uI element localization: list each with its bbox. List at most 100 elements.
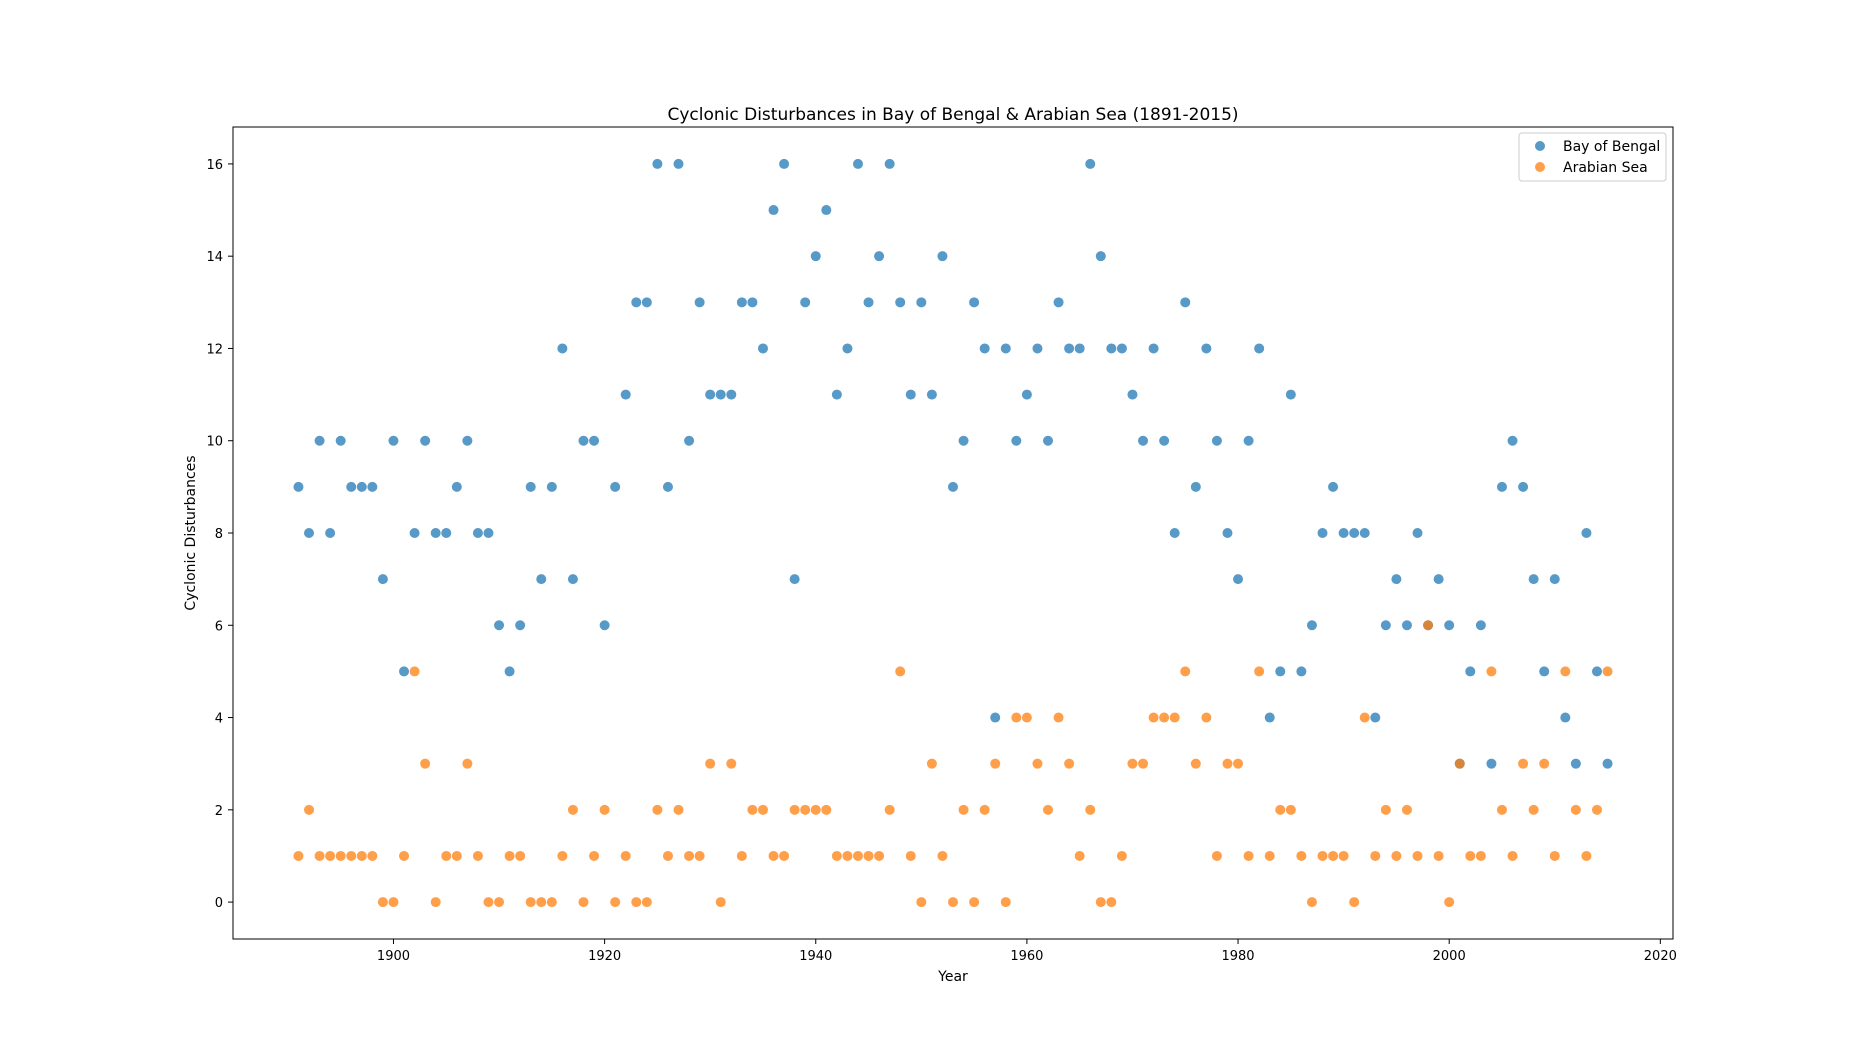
point-arabian-sea-2010 [1549, 850, 1560, 861]
point-arabian-sea-1990 [1338, 850, 1349, 861]
point-bay-of-bengal-1922 [620, 389, 631, 400]
y-axis: 0 2 4 6 8 10 12 14 16 [206, 158, 233, 911]
point-bay-of-bengal-1947 [884, 158, 895, 169]
point-bay-of-bengal-1994 [1380, 620, 1391, 631]
point-bay-of-bengal-1938 [789, 574, 800, 585]
point-arabian-sea-1946 [874, 850, 885, 861]
point-bay-of-bengal-1931 [715, 389, 726, 400]
point-arabian-sea-1936 [768, 850, 779, 861]
point-bay-of-bengal-1967 [1095, 251, 1106, 262]
point-arabian-sea-1926 [662, 850, 673, 861]
point-arabian-sea-1988 [1317, 850, 1328, 861]
point-arabian-sea-1979 [1222, 758, 1233, 769]
point-bay-of-bengal-1935 [757, 343, 768, 354]
point-bay-of-bengal-1903 [420, 435, 431, 446]
point-bay-of-bengal-1907 [462, 435, 473, 446]
point-arabian-sea-1962 [1043, 804, 1054, 815]
point-arabian-sea-1961 [1032, 758, 1043, 769]
point-arabian-sea-1981 [1243, 850, 1254, 861]
point-arabian-sea-1943 [842, 850, 853, 861]
point-bay-of-bengal-2010 [1549, 574, 1560, 585]
point-arabian-sea-1942 [831, 850, 842, 861]
point-arabian-sea-1987 [1306, 897, 1317, 908]
point-arabian-sea-1907 [462, 758, 473, 769]
point-bay-of-bengal-1902 [409, 528, 420, 538]
point-arabian-sea-1916 [557, 850, 568, 861]
point-bay-of-bengal-1934 [747, 297, 758, 308]
point-arabian-sea-1898 [367, 850, 378, 861]
point-bay-of-bengal-1896 [346, 481, 357, 492]
point-arabian-sea-2015 [1602, 666, 1613, 677]
point-bay-of-bengal-1952 [937, 251, 948, 262]
x-tick-label-1900: 1900 [377, 949, 410, 964]
point-arabian-sea-1967 [1095, 897, 1106, 908]
point-arabian-sea-2014 [1591, 804, 1602, 815]
point-arabian-sea-1905 [441, 850, 452, 861]
point-arabian-sea-1989 [1328, 850, 1339, 861]
point-bay-of-bengal-1987 [1306, 620, 1317, 631]
point-arabian-sea-1901 [399, 850, 410, 861]
point-arabian-sea-1930 [705, 758, 716, 769]
x-axis: 1900 1920 1940 1960 1980 2000 2020 [377, 939, 1677, 964]
point-arabian-sea-1971 [1138, 758, 1149, 769]
point-arabian-sea-1904 [430, 897, 441, 908]
point-bay-of-bengal-1908 [472, 528, 483, 538]
point-bay-of-bengal-1960 [1021, 389, 1032, 400]
point-arabian-sea-1937 [779, 850, 790, 861]
point-arabian-sea-1976 [1190, 758, 1201, 769]
point-arabian-sea-1953 [948, 897, 958, 908]
x-tick-label-1940: 1940 [799, 949, 832, 964]
point-arabian-sea-1903 [420, 758, 431, 769]
legend-box [1518, 132, 1667, 182]
point-arabian-sea-1965 [1074, 850, 1085, 861]
point-arabian-sea-1999 [1433, 850, 1444, 861]
point-bay-of-bengal-2000 [1444, 620, 1455, 631]
point-arabian-sea-1958 [1000, 897, 1011, 908]
point-bay-of-bengal-1999 [1433, 574, 1444, 585]
point-bay-of-bengal-1959 [1011, 435, 1022, 446]
point-arabian-sea-2007 [1518, 758, 1529, 769]
point-bay-of-bengal-2012 [1570, 758, 1581, 769]
point-bay-of-bengal-1979 [1222, 528, 1233, 538]
point-bay-of-bengal-2009 [1539, 666, 1550, 677]
point-bay-of-bengal-1946 [874, 251, 885, 262]
point-bay-of-bengal-1900 [388, 435, 399, 446]
point-bay-of-bengal-1951 [926, 389, 937, 400]
point-arabian-sea-2003 [1475, 850, 1486, 861]
point-arabian-sea-1975 [1180, 666, 1191, 677]
point-bay-of-bengal-1891 [293, 481, 304, 492]
point-arabian-sea-1968 [1106, 897, 1117, 908]
point-bay-of-bengal-1914 [536, 574, 547, 585]
data-points [293, 158, 1613, 908]
point-arabian-sea-1900 [388, 897, 399, 908]
point-arabian-sea-1969 [1116, 850, 1127, 861]
point-arabian-sea-1893 [314, 850, 325, 861]
point-bay-of-bengal-1909 [483, 528, 494, 538]
point-arabian-sea-1919 [589, 850, 600, 861]
point-bay-of-bengal-1933 [736, 297, 747, 308]
point-bay-of-bengal-1997 [1412, 528, 1423, 538]
x-tick-label-1960: 1960 [1010, 949, 1043, 964]
point-bay-of-bengal-1954 [958, 435, 969, 446]
point-bay-of-bengal-1958 [1000, 343, 1011, 354]
point-bay-of-bengal-1972 [1148, 343, 1159, 354]
point-arabian-sea-1947 [884, 804, 895, 815]
point-bay-of-bengal-1897 [356, 481, 367, 492]
point-arabian-sea-1915 [546, 897, 557, 908]
point-arabian-sea-2000 [1444, 897, 1455, 908]
point-bay-of-bengal-1993 [1370, 712, 1381, 723]
point-bay-of-bengal-1939 [800, 297, 811, 308]
point-bay-of-bengal-1929 [694, 297, 705, 308]
point-bay-of-bengal-2015 [1602, 758, 1613, 769]
point-arabian-sea-1940 [810, 804, 821, 815]
point-arabian-sea-2004 [1486, 666, 1497, 677]
point-arabian-sea-2006 [1507, 850, 1518, 861]
point-arabian-sea-1912 [515, 850, 526, 861]
point-arabian-sea-1973 [1159, 712, 1170, 723]
point-arabian-sea-1992 [1359, 712, 1370, 723]
point-bay-of-bengal-1985 [1285, 389, 1296, 400]
point-arabian-sea-1918 [578, 897, 589, 908]
point-bay-of-bengal-1942 [831, 389, 842, 400]
point-arabian-sea-2009 [1539, 758, 1550, 769]
point-bay-of-bengal-1919 [589, 435, 600, 446]
